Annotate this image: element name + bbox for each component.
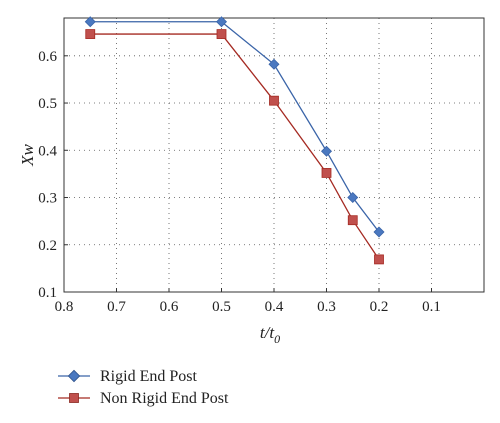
x-axis-label-main: t/t — [260, 323, 275, 342]
y-axis-label: Xw — [18, 143, 37, 166]
series-line-1 — [90, 21, 380, 233]
y-tick-label: 0.3 — [38, 191, 57, 207]
data-point-square — [85, 29, 96, 39]
legend-item-nonrigid: Non Rigid End Post — [58, 390, 229, 407]
x-tick-label: 0.2 — [370, 299, 389, 315]
data-point-diamond — [320, 145, 333, 157]
legend-marker-diamond — [67, 369, 81, 383]
data-point-square — [216, 29, 227, 39]
data-point-diamond — [215, 16, 228, 28]
data-point-diamond — [268, 58, 280, 70]
x-tick-label: 0.3 — [317, 299, 336, 315]
data-point-square — [269, 95, 279, 106]
x-tick-label: 0.7 — [107, 299, 126, 315]
x-tick-label: 0.6 — [160, 299, 179, 315]
data-point-square — [347, 215, 358, 226]
x-tick-label: 0.1 — [422, 299, 441, 315]
x-tick-label: 0.5 — [212, 299, 231, 315]
axis-ticks: 0.8 0.7 0.6 0.5 0.4 0.3 0.2 0.1 0.1 0.2 0.3 0.4 0.5 0… — [38, 49, 441, 315]
legend-item-rigid: Rigid End Post — [58, 368, 197, 385]
x-axis-label-subscript: 0 — [274, 332, 280, 346]
data-point-square — [321, 168, 332, 178]
x-axis-label: t/t0 — [260, 323, 280, 346]
data-point-diamond — [347, 192, 359, 204]
legend-label-nonrigid: Non Rigid End Post — [100, 390, 229, 407]
legend-marker-square — [69, 393, 79, 403]
legend: Rigid End Post Non Rigid End Post — [58, 368, 229, 407]
y-tick-label: 0.5 — [38, 96, 57, 112]
data-point-diamond — [84, 16, 96, 28]
y-tick-label: 0.6 — [38, 49, 57, 65]
series-line-2 — [90, 33, 380, 260]
y-tick-label: 0.2 — [38, 238, 57, 254]
y-tick-label: 0.1 — [38, 285, 57, 301]
x-tick-label: 0.8 — [55, 299, 74, 315]
x-tick-label: 0.4 — [265, 299, 284, 315]
data-point-square — [374, 254, 384, 265]
data-point-diamond — [373, 226, 385, 238]
legend-label-rigid: Rigid End Post — [100, 368, 197, 385]
y-tick-label: 0.4 — [38, 143, 57, 159]
series-layer — [84, 16, 385, 265]
